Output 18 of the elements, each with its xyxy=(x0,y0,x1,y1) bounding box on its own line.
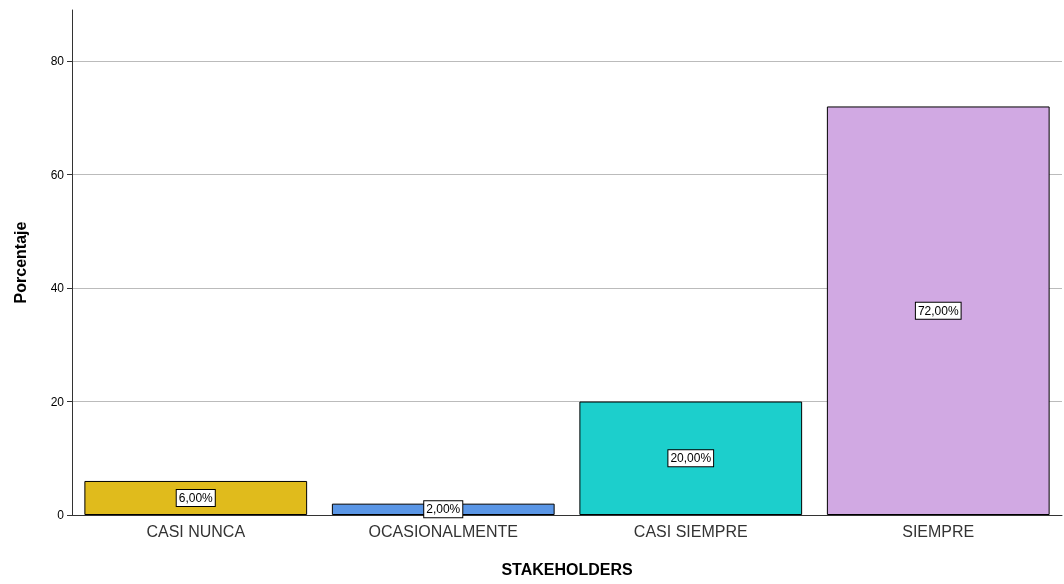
data-label: 72,00% xyxy=(917,303,959,318)
x-tick-label: CASI NUNCA xyxy=(146,522,246,540)
x-tick-label: OCASIONALMENTE xyxy=(368,522,518,540)
x-tick-label: SIEMPRE xyxy=(902,522,975,540)
y-tick-label: 20 xyxy=(50,394,65,409)
y-tick-label: 0 xyxy=(57,508,65,522)
bar xyxy=(579,401,803,515)
y-tick-label: 80 xyxy=(50,54,65,69)
data-label: 6,00% xyxy=(178,490,214,505)
y-tick-label: 60 xyxy=(50,167,65,182)
data-label: 2,00% xyxy=(426,502,461,517)
x-tick-label: CASI SIEMPRE xyxy=(633,522,748,540)
data-label: 20,00% xyxy=(670,451,712,466)
bar xyxy=(84,480,308,515)
x-axis-title: STAKEHOLDERS xyxy=(501,560,633,578)
bar xyxy=(826,106,1050,515)
y-tick-label: 40 xyxy=(50,281,65,296)
y-axis-title: Porcentaje xyxy=(11,221,29,304)
